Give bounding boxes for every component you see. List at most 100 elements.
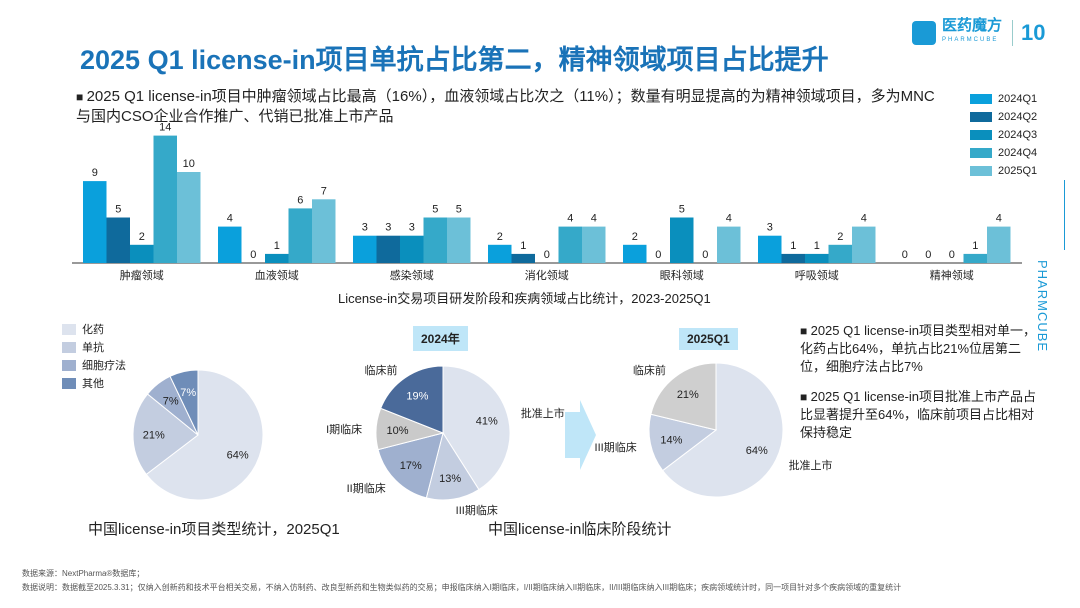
bar: [717, 226, 741, 263]
right-bullets: 2025 Q1 license-in项目类型相对单一，化药占比64%，单抗占比2…: [800, 322, 1040, 454]
bar-value-label: 4: [726, 213, 732, 225]
logo-name: 医药魔方: [942, 17, 1003, 34]
category-label: 消化领域: [524, 270, 569, 282]
bar: [400, 235, 424, 263]
pie-category-label: 临床前: [632, 365, 666, 378]
bar-value-label: 3: [409, 222, 415, 234]
stage-pie-caption: 中国license-in临床阶段统计: [488, 521, 672, 538]
bar: [670, 217, 694, 263]
bar-value-label: 2: [837, 231, 843, 243]
bar-value-label: 4: [861, 213, 867, 225]
bar: [376, 235, 400, 263]
data-note: 数据说明：数据截至2025.3.31；仅纳入创新药和技术平台相关交易，不纳入仿制…: [22, 583, 902, 592]
bar: [177, 172, 201, 263]
pie-slice: [650, 362, 717, 431]
bar-value-label: 14: [159, 122, 171, 134]
pie-value-label: 64%: [746, 445, 768, 457]
bar: [83, 181, 107, 263]
pie-value-label: 10%: [387, 425, 409, 437]
bar-value-label: 1: [274, 240, 280, 252]
pie-value-label: 17%: [400, 460, 422, 472]
bar-value-label: 2: [497, 231, 503, 243]
bar-value-label: 0: [925, 249, 931, 261]
legend-swatch: [970, 112, 992, 122]
page-title: 2025 Q1 license-in项目单抗占比第二，精神领域项目占比提升: [80, 45, 829, 75]
pie-value-label: 41%: [476, 415, 498, 427]
bar: [511, 253, 535, 263]
bar: [582, 226, 606, 263]
bar-value-label: 5: [679, 204, 685, 216]
bar: [312, 199, 336, 263]
pie-slice: [648, 413, 718, 472]
pie-value-label: 13%: [439, 473, 461, 485]
pie-legend: 化药 单抗 细胞疗法 其他: [62, 320, 126, 392]
pie-slice: [661, 362, 784, 498]
bar: [558, 226, 582, 263]
legend-swatch: [62, 377, 76, 389]
cube-logo-icon: [912, 21, 936, 45]
bar: [130, 244, 154, 263]
legend-item: 单抗: [62, 338, 126, 356]
bar: [106, 217, 130, 263]
legend-label: 细胞疗法: [82, 360, 126, 372]
type-pie-caption: 中国license-in项目类型统计，2025Q1: [88, 521, 340, 538]
bar-value-label: 2: [139, 231, 145, 243]
pie-category-label: 临床前: [364, 365, 398, 378]
legend-label: 2025Q1: [998, 165, 1038, 177]
pie-category-label: III期临床: [455, 505, 498, 518]
bar-value-label: 0: [949, 249, 955, 261]
pie-value-label: 14%: [660, 434, 682, 446]
legend-item: 细胞疗法: [62, 356, 126, 374]
bar-value-label: 6: [297, 194, 303, 206]
bar: [623, 244, 647, 263]
arrow-icon: [565, 400, 596, 470]
bar-value-label: 5: [115, 204, 121, 216]
bar: [781, 253, 805, 263]
category-label: 眼科领域: [659, 270, 704, 282]
legend-swatch: [970, 166, 992, 176]
pie-value-label: 7%: [163, 395, 179, 407]
bar-value-label: 1: [814, 240, 820, 252]
bar-value-label: 3: [767, 222, 773, 234]
bar: [963, 253, 987, 263]
bar: [153, 135, 177, 263]
legend-label: 2024Q1: [998, 93, 1038, 105]
legend-swatch: [62, 359, 76, 371]
pie-slice: [132, 393, 199, 476]
legend-label: 2024Q3: [998, 129, 1038, 141]
intro-bullet: 2025 Q1 license-in项目中肿瘤领域占比最高（16%），血液领域占…: [76, 87, 936, 127]
legend-item: 2024Q1: [970, 90, 1037, 108]
pie-slice: [425, 431, 480, 501]
category-label: 精神领域: [929, 270, 974, 282]
bar: [805, 253, 829, 263]
bar-value-label: 1: [972, 240, 978, 252]
right-bullet: 2025 Q1 license-in项目类型相对单一，化药占比64%，单抗占比2…: [800, 322, 1040, 376]
bar-value-label: 0: [544, 249, 550, 261]
logo-sub: PHARMCUBE: [942, 37, 999, 43]
legend-swatch: [970, 130, 992, 140]
legend-label: 单抗: [82, 342, 104, 354]
bar-chart-title: License-in交易项目研发阶段和疾病领域占比统计，2023-2025Q1: [338, 291, 711, 306]
pie-slice: [169, 369, 199, 436]
bar-value-label: 3: [385, 222, 391, 234]
bar-value-label: 0: [655, 249, 661, 261]
logo: 医药魔方 PHARMCUBE 10: [912, 18, 1046, 48]
pie-category-label: I期临床: [326, 424, 363, 437]
legend-item: 化药: [62, 320, 126, 338]
bar-value-label: 4: [227, 213, 233, 225]
legend-swatch: [62, 341, 76, 353]
legend-item: 2024Q3: [970, 126, 1037, 144]
bar-legend: 2024Q1 2024Q2 2024Q3 2024Q4 2025Q1: [970, 90, 1037, 180]
bar-value-label: 2: [632, 231, 638, 243]
legend-swatch: [62, 323, 76, 335]
right-bullet: 2025 Q1 license-in项目批准上市产品占比显著提升至64%，临床前…: [800, 388, 1040, 442]
category-label: 血液领域: [254, 270, 299, 282]
pie-value-label: 19%: [406, 390, 428, 402]
pie-value-label: 21%: [677, 389, 699, 401]
bar-value-label: 0: [250, 249, 256, 261]
bar-value-label: 4: [567, 213, 573, 225]
bar: [288, 208, 312, 263]
bar: [828, 244, 852, 263]
bar: [423, 217, 447, 263]
